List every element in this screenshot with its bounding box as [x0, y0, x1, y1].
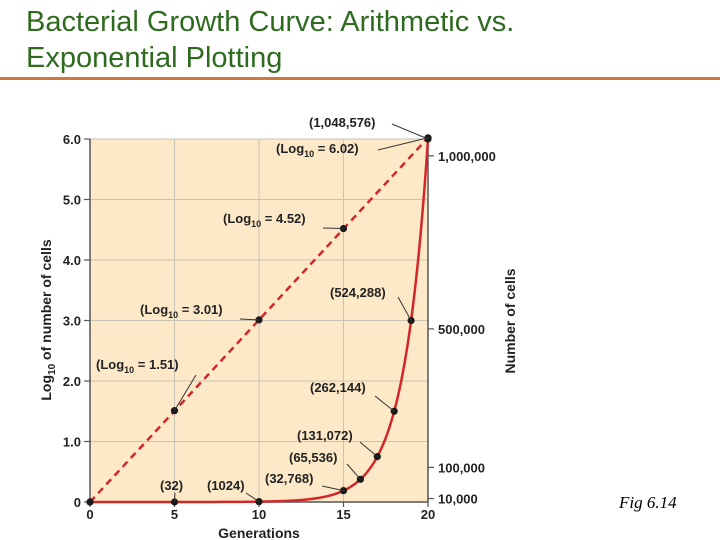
- annotation-leader: [322, 227, 344, 230]
- annotation-label: (1024): [207, 478, 245, 493]
- annotation: (Log10 = 3.01): [140, 302, 260, 321]
- annotation-label: (Log10 = 4.52): [223, 211, 306, 229]
- annotation-leader: [239, 318, 260, 321]
- annotation: (Log10 = 4.52): [223, 211, 344, 230]
- x-tick-label: 20: [421, 507, 435, 522]
- figure-caption: Fig 6.14: [619, 493, 677, 512]
- annotation: (1024): [207, 478, 260, 503]
- x-tick-label: 0: [86, 507, 93, 522]
- series-log-line: [89, 136, 429, 503]
- annotation-leader: [377, 137, 429, 151]
- annotation-leader: [174, 374, 197, 411]
- annotation: (Log10 = 6.02): [276, 137, 429, 159]
- annotation-leader: [174, 492, 176, 503]
- annotation-label: (Log10 = 1.51): [96, 357, 179, 375]
- annotation-label: (32): [160, 478, 183, 493]
- y-axis-label-left: Log10 of number of cells: [38, 239, 58, 400]
- y-right-tick-label: 1,000,000: [438, 149, 496, 164]
- annotation-label: (Log10 = 6.02): [276, 141, 359, 159]
- annotation: (65,536): [289, 450, 361, 480]
- annotation-leader: [397, 296, 412, 321]
- annotation: (32,768): [265, 471, 344, 492]
- annotation: (524,288): [330, 285, 412, 321]
- slide-title: Bacterial Growth Curve: Arithmetic vs. E…: [26, 4, 514, 76]
- x-tick-label: 5: [171, 507, 178, 522]
- y-right-tick-label: 500,000: [438, 322, 485, 337]
- slide-title-line2: Exponential Plotting: [26, 42, 283, 74]
- annotation-leader: [391, 123, 429, 140]
- annotation-label: (1,048,576): [309, 115, 376, 130]
- y-left-tick-label: 4.0: [63, 253, 81, 268]
- annotation-label: (32,768): [265, 471, 313, 486]
- cell-count-point: [86, 498, 94, 506]
- slide-title-line1: Bacterial Growth Curve: Arithmetic vs.: [26, 6, 515, 38]
- annotation-label: (131,072): [297, 428, 353, 443]
- y-left-tick-label: 0: [74, 495, 81, 510]
- annotation-label: (524,288): [330, 285, 386, 300]
- annotation: (1,048,576): [309, 115, 429, 140]
- annotation-leader: [374, 395, 395, 412]
- annotation: (131,072): [297, 428, 378, 458]
- annotation: (32): [160, 478, 183, 503]
- y-left-tick-label: 3.0: [63, 314, 81, 329]
- annotation: (262,144): [310, 380, 395, 412]
- x-tick-label: 10: [252, 507, 266, 522]
- annotation-label: (262,144): [310, 380, 366, 395]
- annotation-leader: [245, 492, 260, 503]
- title-divider: [0, 77, 720, 80]
- y-left-tick-label: 1.0: [63, 435, 81, 450]
- annotation-leader: [359, 441, 378, 458]
- y-left-tick-label: 5.0: [63, 193, 81, 208]
- y-axis-label-right: Number of cells: [502, 268, 518, 373]
- annotation-label: (65,536): [289, 450, 337, 465]
- y-left-tick-label: 2.0: [63, 374, 81, 389]
- x-axis-label: Generations: [218, 525, 300, 540]
- annotation-leader: [321, 485, 344, 492]
- annotation: (Log10 = 1.51): [96, 357, 197, 411]
- annotation-leader: [346, 463, 361, 480]
- y-right-tick-label: 100,000: [438, 460, 485, 475]
- y-left-tick-label: 6.0: [63, 132, 81, 147]
- x-tick-label: 15: [336, 507, 350, 522]
- annotation-label: (Log10 = 3.01): [140, 302, 223, 320]
- y-right-tick-label: 10,000: [438, 492, 478, 507]
